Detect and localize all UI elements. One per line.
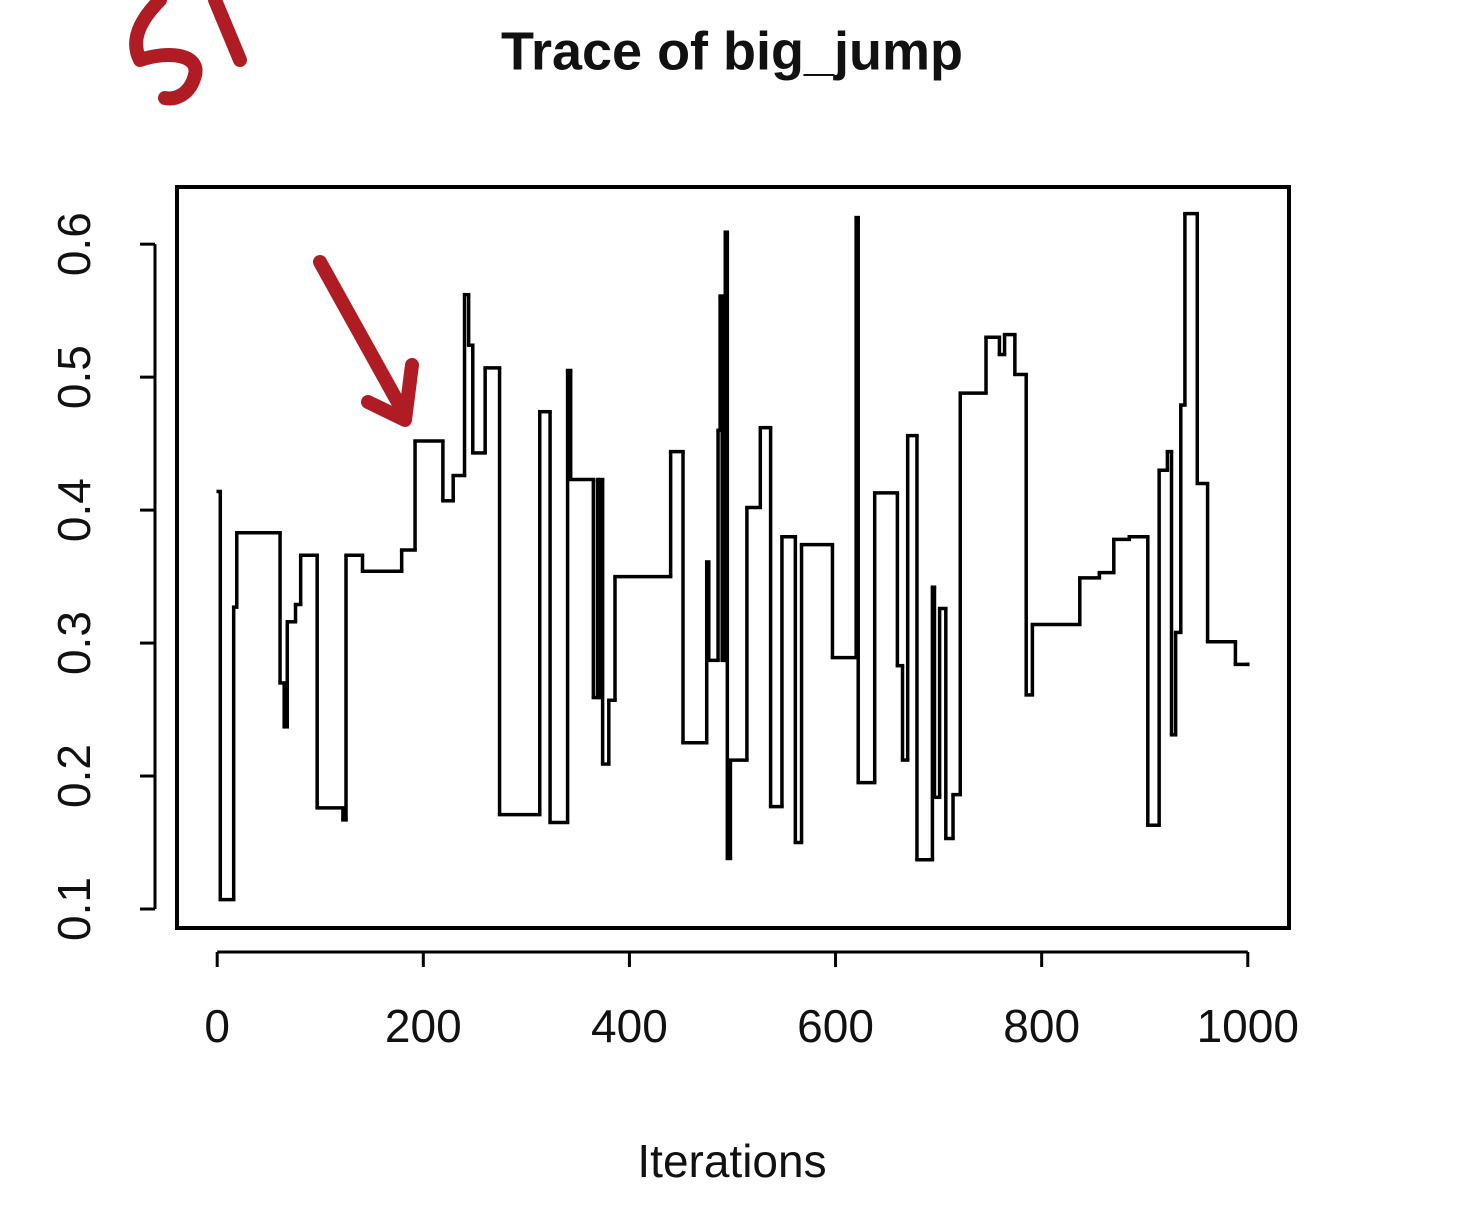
y-tick-label: 0.4 <box>48 478 100 542</box>
x-tick-label: 600 <box>797 1000 874 1052</box>
x-tick-label: 200 <box>385 1000 462 1052</box>
chart-title: Trace of big_jump <box>501 21 963 81</box>
x-axis-label: Iterations <box>637 1135 826 1187</box>
y-tick-label: 0.5 <box>48 345 100 409</box>
x-tick-label: 400 <box>591 1000 668 1052</box>
x-tick-label: 800 <box>1003 1000 1080 1052</box>
plot-frame <box>175 185 1291 930</box>
y-tick-label: 0.1 <box>48 877 100 941</box>
x-tick-label: 0 <box>204 1000 230 1052</box>
y-tick-label: 0.6 <box>48 212 100 276</box>
y-tick-label: 0.3 <box>48 611 100 675</box>
x-tick-label: 1000 <box>1197 1000 1299 1052</box>
handwritten-annotation <box>129 0 419 427</box>
y-tick-label: 0.2 <box>48 744 100 808</box>
